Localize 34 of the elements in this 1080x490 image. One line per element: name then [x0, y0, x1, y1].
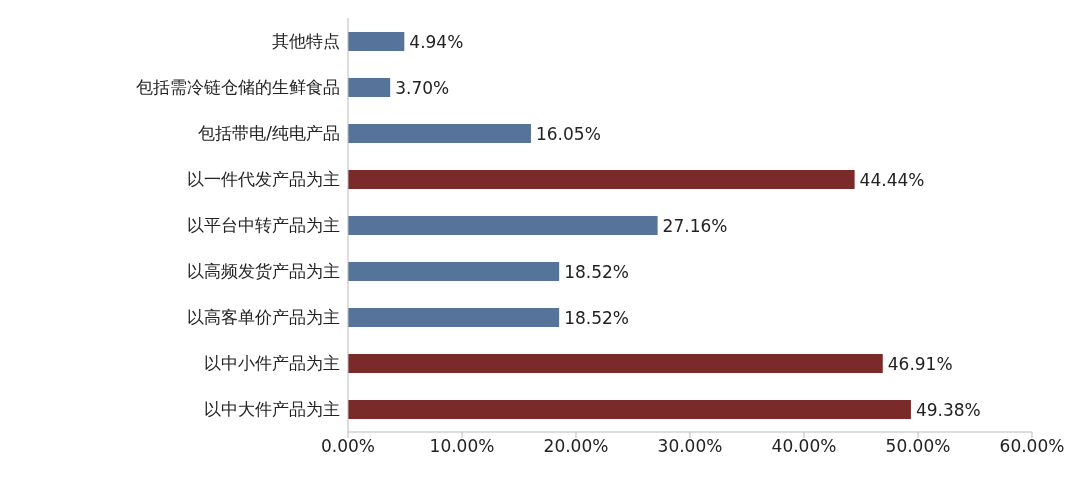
- data-label: 18.52%: [564, 307, 629, 328]
- y-tick-label: 以一件代发产品为主: [187, 169, 340, 190]
- bar: [348, 78, 391, 97]
- data-label: 46.91%: [887, 353, 953, 374]
- data-label: 44.44%: [859, 169, 925, 190]
- data-label: 4.94%: [409, 31, 464, 52]
- y-tick-label: 其他特点: [272, 31, 340, 52]
- x-tick-label: 0.00%: [320, 436, 376, 457]
- y-tick-label: 以中大件产品为主: [204, 399, 340, 420]
- x-tick-label: 60.00%: [999, 436, 1065, 457]
- bar: [348, 354, 883, 373]
- bar: [348, 32, 405, 51]
- y-tick-label: 以高频发货产品为主: [187, 261, 340, 282]
- bar: [348, 308, 560, 327]
- x-tick-label: 20.00%: [543, 436, 609, 457]
- y-tick-label: 以中小件产品为主: [204, 353, 340, 374]
- bar: [348, 170, 855, 189]
- data-label: 49.38%: [915, 399, 981, 420]
- y-tick-label: 包括带电/纯电产品: [198, 123, 340, 144]
- bar: [348, 400, 911, 419]
- data-label: 18.52%: [564, 261, 629, 282]
- bar: [348, 216, 658, 235]
- data-label: 3.70%: [395, 77, 450, 98]
- data-label: 16.05%: [535, 123, 601, 144]
- y-tick-label: 包括需冷链仓储的生鲜食品: [136, 77, 340, 98]
- y-tick-label: 以平台中转产品为主: [187, 215, 340, 236]
- bar: [348, 262, 560, 281]
- x-tick-label: 50.00%: [885, 436, 951, 457]
- x-tick-label: 40.00%: [771, 436, 837, 457]
- bar: [348, 124, 531, 143]
- x-tick-label: 10.00%: [429, 436, 495, 457]
- data-label: 27.16%: [662, 215, 728, 236]
- y-tick-label: 以高客单价产品为主: [187, 307, 340, 328]
- x-tick-label: 30.00%: [657, 436, 723, 457]
